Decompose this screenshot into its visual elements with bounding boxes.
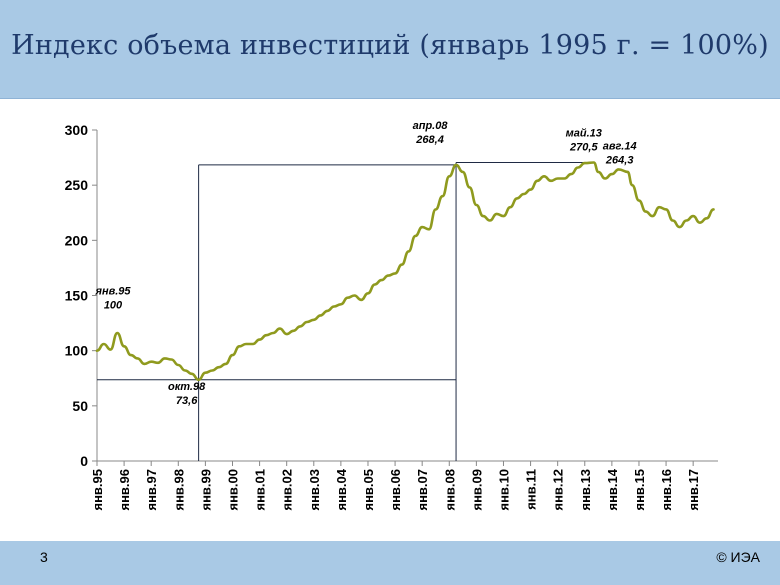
y-tick-label: 150 bbox=[65, 288, 89, 304]
annotation-label: апр.08 bbox=[413, 120, 449, 132]
x-tick-label: янв.02 bbox=[280, 469, 295, 511]
x-tick-label: янв.98 bbox=[171, 469, 186, 511]
x-tick-label: янв.97 bbox=[144, 469, 159, 511]
annotations-group: янв.95 100 окт.98 73,6 апр.08 268,4 май.13 270,… bbox=[94, 120, 636, 407]
annotation-label: янв.95 bbox=[94, 286, 131, 298]
x-tick-label: янв.04 bbox=[334, 468, 349, 510]
annotation-label: май.13 bbox=[566, 128, 602, 140]
x-tick-label: янв.05 bbox=[361, 469, 376, 511]
footer-bar bbox=[0, 541, 780, 585]
x-tick-label: янв.15 bbox=[632, 469, 647, 511]
x-tick-label: янв.06 bbox=[388, 469, 403, 511]
slide-number: 3 bbox=[40, 549, 48, 565]
x-tick-label: янв.14 bbox=[605, 468, 620, 510]
annotation-value: 264,3 bbox=[605, 154, 634, 166]
series-line bbox=[95, 161, 715, 382]
y-tick-label: 250 bbox=[65, 177, 89, 193]
x-tick-label: янв.01 bbox=[253, 469, 268, 511]
annotation-label: окт.98 bbox=[168, 381, 206, 393]
x-tick-label: янв.13 bbox=[578, 469, 593, 511]
x-tick-label: янв.96 bbox=[117, 469, 132, 511]
x-tick-label: янв.99 bbox=[198, 469, 213, 511]
x-tick-label: янв.11 bbox=[524, 469, 539, 510]
y-tick-label: 50 bbox=[72, 398, 88, 414]
x-tick-label: янв.16 bbox=[659, 469, 674, 511]
copyright: © ИЭА bbox=[716, 549, 760, 565]
x-tick-label: янв.00 bbox=[225, 469, 240, 511]
y-tick-label: 200 bbox=[65, 232, 89, 248]
x-tick-label: янв.07 bbox=[415, 469, 430, 511]
y-tick-label: 100 bbox=[65, 343, 89, 359]
x-tick-label: янв.09 bbox=[469, 469, 484, 511]
reference-lines bbox=[97, 162, 594, 461]
title-bar bbox=[0, 0, 780, 99]
x-tick-label: янв.03 bbox=[307, 469, 322, 511]
x-tick-label: янв.10 bbox=[496, 469, 511, 511]
chart-axes: 0 50 100 150 200 250 300 янв.95 янв.96 янв.97 янв.… bbox=[65, 122, 718, 511]
investment-index-chart: 0 50 100 150 200 250 300 янв.95 янв.96 янв.97 янв.… bbox=[65, 120, 718, 511]
slide-title: Индекс объема инвестиций (январь 1995 г.… bbox=[11, 30, 769, 61]
annotation-label: авг.14 bbox=[603, 140, 637, 152]
y-tick-label: 0 bbox=[80, 453, 88, 469]
annotation-value: 73,6 bbox=[176, 395, 198, 407]
x-tick-label: янв.12 bbox=[551, 469, 566, 511]
x-tick-label: янв.17 bbox=[686, 469, 701, 511]
x-tick-label: янв.08 bbox=[442, 469, 457, 511]
x-tick-label: янв.95 bbox=[90, 469, 105, 511]
series-group bbox=[95, 161, 715, 382]
annotation-value: 268,4 bbox=[415, 134, 444, 146]
y-tick-label: 300 bbox=[65, 122, 89, 138]
annotation-value: 100 bbox=[104, 300, 123, 312]
annotation-value: 270,5 bbox=[569, 142, 598, 154]
